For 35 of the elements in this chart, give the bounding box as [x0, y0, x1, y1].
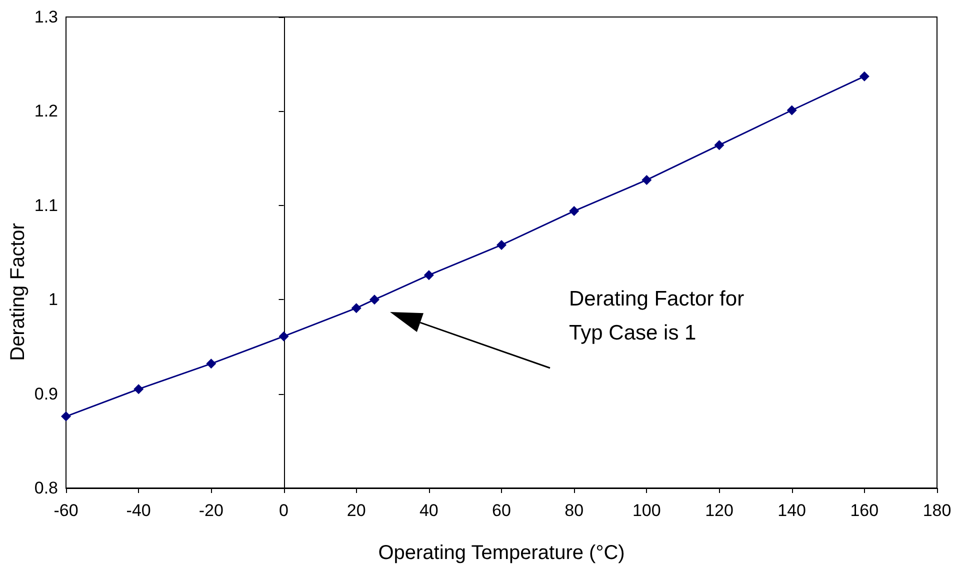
point: [569, 206, 580, 216]
point: [278, 331, 289, 342]
x-tick-label: -60: [54, 501, 78, 520]
x-tick-label: 180: [922, 501, 952, 520]
point: [714, 140, 724, 150]
y-tick-label: 1.2: [34, 102, 58, 121]
x-tick-label: -40: [126, 501, 151, 520]
point: [134, 384, 144, 394]
y-tick-label: 1.3: [34, 8, 58, 26]
y-tick-label: 0.8: [34, 478, 58, 498]
x-tick-label: 100: [632, 501, 661, 520]
point: [61, 411, 71, 422]
x-tick-label: 60: [492, 501, 511, 520]
x-tick-label: 20: [346, 501, 366, 520]
y-tick-label: 1: [48, 290, 58, 310]
point: [859, 71, 870, 82]
y-tick-label: 1.1: [34, 196, 58, 215]
point: [642, 174, 652, 185]
point: [369, 294, 380, 305]
point: [351, 303, 362, 314]
x-tick-label: 120: [705, 501, 734, 520]
x-tick-label: -20: [198, 501, 224, 520]
x-tick-label: 80: [564, 501, 584, 520]
point: [424, 270, 434, 280]
y-tick-label: 0.9: [34, 384, 58, 404]
point: [496, 240, 506, 250]
x-tick-label: 40: [419, 501, 438, 520]
point: [206, 358, 216, 369]
x-tick-label: 0: [279, 501, 288, 520]
annotation: Derating Factor for Typ Case is 1: [569, 288, 750, 344]
x-axis-title: Operating Temperature (°C): [378, 542, 625, 564]
x-tick-label: 160: [850, 501, 879, 520]
y-axis-title: Derating Factor: [7, 222, 29, 361]
point: [786, 105, 797, 116]
x-tick-label: 140: [778, 501, 806, 520]
